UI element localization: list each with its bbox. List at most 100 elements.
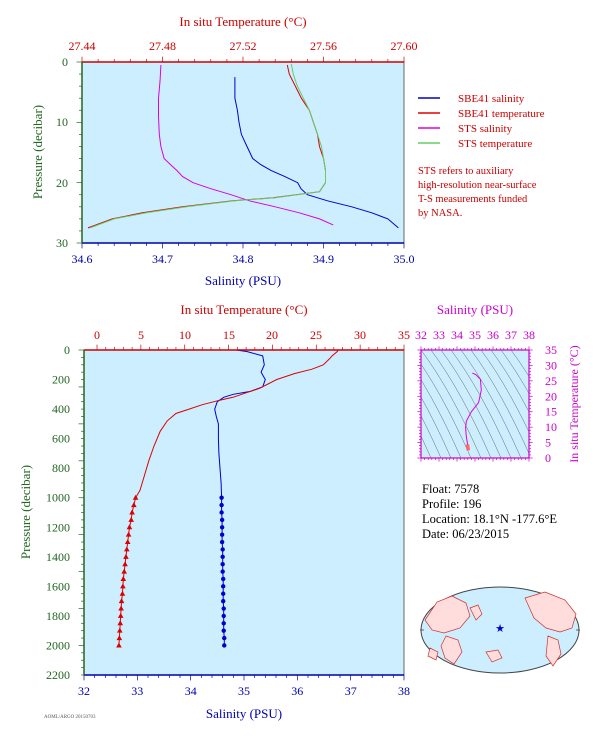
salinity-marker: [219, 539, 225, 545]
ts-series-line-1: [465, 444, 471, 451]
main-tick-group: [78, 344, 405, 681]
location: Location: 18.1°N -177.6°E: [422, 512, 557, 526]
salinity-marker: [221, 621, 226, 626]
main-y-tick-label: 1800: [46, 609, 70, 623]
main-x2-tick-label: 25: [310, 328, 322, 342]
main-x2-tick-label: 20: [266, 328, 278, 342]
upper-x2-tick-label: 27.60: [391, 39, 418, 53]
temperature-marker: [128, 516, 135, 522]
main-y-tick-label: 600: [52, 432, 70, 446]
density-contour: [460, 350, 522, 458]
density-contour: [430, 350, 492, 458]
salinity-marker: [221, 584, 226, 589]
world-map: ★: [420, 586, 580, 674]
main-x-tick-label: 32: [78, 684, 90, 698]
ts-y-tick-label: 10: [545, 420, 557, 434]
temperature-marker: [117, 620, 124, 626]
salinity-marker: [219, 502, 224, 508]
main-x2-tick-label: 30: [354, 328, 366, 342]
upper-x-tick-label: 35.0: [394, 252, 415, 266]
legend-label-sts-temperature: STS temperature: [458, 138, 532, 150]
ts-x2-tick-label: 36: [487, 328, 499, 342]
sts-note-line: T-S measurements funded: [418, 194, 528, 205]
salinity-marker: [221, 576, 226, 582]
upper-profile-chart: In situ Temperature (°C) 27.44 27.48 27.…: [30, 14, 418, 288]
upper-x-tick-label: 34.9: [313, 252, 334, 266]
legend-label-sbe41-temperature: SBE41 temperature: [458, 108, 545, 120]
legend-label-sts-salinity: STS salinity: [458, 123, 513, 135]
salinity-marker: [221, 598, 226, 604]
ts-x2-tick-label: 35: [469, 328, 481, 342]
main-x-tick-label: 35: [238, 684, 250, 698]
upper-series-line-2: [158, 64, 334, 226]
upper-x2-title: In situ Temperature (°C): [179, 14, 306, 29]
salinity-marker: [219, 510, 224, 515]
upper-y-tick-label: 10: [56, 115, 68, 129]
upper-series-line-3: [89, 63, 326, 229]
salinity-marker: [219, 517, 225, 523]
main-x-tick-label: 37: [345, 684, 357, 698]
ts-y-tick-label: 0: [545, 451, 551, 465]
map-land: [424, 591, 577, 667]
sts-note-line: STS refers to auxiliary: [418, 166, 514, 177]
main-y-tick-label: 2000: [46, 639, 70, 653]
main-x2-tick-label: 0: [94, 328, 100, 342]
upper-x2-tick-label: 27.52: [230, 39, 257, 53]
profile-number: Profile: 196: [422, 497, 481, 511]
main-y-tick-label: 0: [64, 343, 70, 357]
sts-note: STS refers to auxiliary high-resolution …: [418, 166, 537, 219]
ts-x2-tick-label: 38: [523, 328, 535, 342]
salinity-marker: [219, 495, 224, 500]
float-info: Float: 7578 Profile: 196 Location: 18.1°…: [422, 482, 557, 541]
main-y-tick-label: 1000: [46, 491, 70, 505]
temperature-marker: [125, 531, 132, 537]
legend-label-sbe41-salinity: SBE41 salinity: [458, 93, 525, 105]
sts-note-line: high-resolution near-surface: [418, 180, 537, 191]
density-contour: [421, 379, 462, 458]
footer-code: AOML/ARGO 20150703: [44, 715, 96, 720]
sts-note-line: by NASA.: [418, 208, 462, 219]
salinity-marker: [222, 635, 227, 641]
density-contour: [450, 350, 512, 458]
temperature-marker: [120, 583, 126, 589]
main-y-tick-label: 2200: [46, 668, 70, 682]
salinity-marker: [220, 562, 225, 567]
upper-x-tick-label: 34.7: [152, 252, 173, 266]
ts-tick-group: [417, 346, 533, 462]
main-x-tick-label: 36: [291, 684, 303, 698]
ts-x2-tick-label: 33: [433, 328, 445, 342]
main-x-tick-label: 38: [398, 684, 410, 698]
float-location-star: ★: [495, 623, 505, 635]
main-y-title: Pressure (decibar): [18, 465, 33, 559]
ts-x2-tick-label: 32: [415, 328, 427, 342]
main-x-tick-label: 34: [185, 684, 197, 698]
ts-series-line-0: [465, 372, 482, 451]
density-contour: [500, 350, 529, 394]
temperature-marker: [124, 546, 130, 552]
upper-x-title: Salinity (PSU): [205, 273, 281, 288]
upper-x-tick-label: 34.8: [233, 252, 254, 266]
main-y-tick-label: 1600: [46, 579, 70, 593]
date: Date: 06/23/2015: [422, 527, 509, 541]
main-y-tick-label: 200: [52, 373, 70, 387]
salinity-marker: [221, 591, 226, 596]
upper-plot-area: [82, 62, 404, 243]
density-contour: [440, 350, 502, 458]
salinity-marker: [219, 532, 225, 537]
ts-x2-title: Salinity (PSU): [437, 302, 513, 317]
main-y-tick-label: 400: [52, 402, 70, 416]
main-x2-tick-label: 35: [398, 328, 410, 342]
main-y-tick-label: 1200: [46, 520, 70, 534]
density-contour: [421, 363, 472, 458]
float-id: Float: 7578: [422, 482, 479, 496]
temperature-marker: [116, 642, 122, 648]
main-plot-area: [84, 350, 404, 675]
ts-x2-tick-label: 34: [451, 328, 463, 342]
ts-y-tick-label: 20: [545, 389, 557, 403]
salinity-marker: [221, 606, 226, 611]
upper-y-tick-label: 20: [56, 176, 68, 190]
upper-x-tick-label: 34.6: [72, 252, 93, 266]
temperature-marker: [126, 524, 133, 530]
density-contour: [470, 350, 529, 455]
